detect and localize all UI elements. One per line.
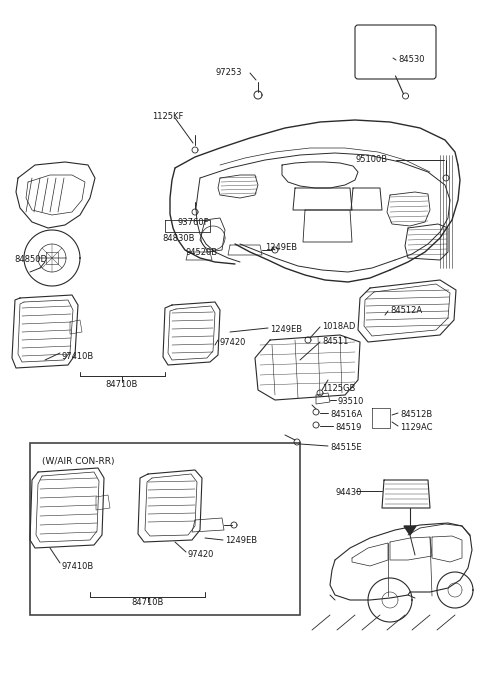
Text: 97420: 97420	[188, 550, 215, 559]
Text: 84511: 84511	[322, 337, 348, 346]
Text: 97410B: 97410B	[62, 562, 94, 571]
Text: 84830B: 84830B	[162, 234, 194, 243]
Text: 1249EB: 1249EB	[270, 325, 302, 334]
Text: 1249EB: 1249EB	[265, 243, 297, 252]
Text: (W/AIR CON-RR): (W/AIR CON-RR)	[42, 457, 115, 466]
Text: 84710B: 84710B	[106, 380, 138, 389]
Text: 94520B: 94520B	[185, 248, 217, 257]
Text: 95100B: 95100B	[356, 155, 388, 164]
Text: 93760F: 93760F	[178, 218, 209, 227]
Text: 84519: 84519	[335, 423, 361, 432]
Text: 94430: 94430	[336, 488, 362, 497]
Text: 1125GB: 1125GB	[322, 384, 355, 393]
Text: 97410B: 97410B	[62, 352, 94, 361]
Bar	[30, 443, 300, 615]
Text: 84512B: 84512B	[400, 410, 432, 419]
Text: 1129AC: 1129AC	[400, 423, 432, 432]
Text: 1018AD: 1018AD	[322, 322, 355, 331]
Text: 97420: 97420	[220, 338, 246, 347]
Text: 97253: 97253	[215, 68, 241, 77]
Text: 93510: 93510	[338, 397, 364, 406]
Polygon shape	[404, 526, 416, 535]
Text: 1249EB: 1249EB	[225, 536, 257, 545]
Text: 84530: 84530	[398, 55, 424, 64]
Text: 84515E: 84515E	[330, 443, 361, 452]
Text: 1125KF: 1125KF	[152, 112, 183, 121]
Text: 84710B: 84710B	[132, 598, 164, 607]
Text: 84850D: 84850D	[14, 255, 47, 264]
Text: 84512A: 84512A	[390, 306, 422, 315]
Text: 84516A: 84516A	[330, 410, 362, 419]
